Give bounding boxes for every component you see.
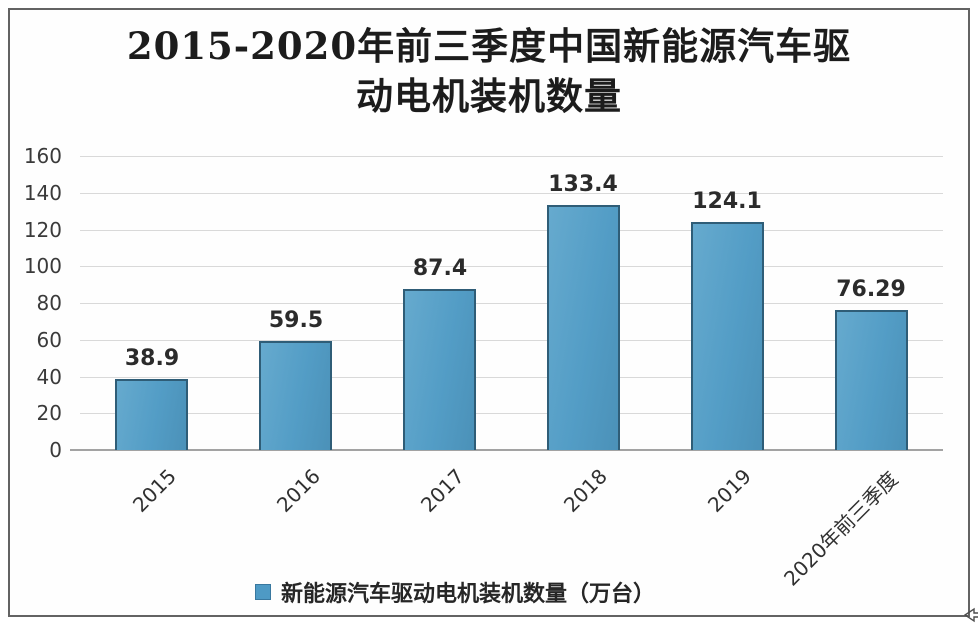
bar-value-label: 124.1 [692, 189, 762, 214]
y-tick-label: 20 [36, 401, 62, 426]
bar-value-label: 76.29 [836, 277, 906, 302]
legend-swatch-icon [254, 584, 271, 600]
x-axis-line [70, 449, 943, 451]
bar-value-label: 59.5 [268, 308, 324, 333]
y-tick-label: 120 [23, 217, 62, 242]
bar-value-label: 133.4 [548, 172, 618, 197]
y-tick-label: 40 [36, 364, 62, 389]
bar-2020年前三季度 [835, 310, 908, 450]
gridline [80, 413, 943, 415]
gridline [80, 266, 943, 268]
bar-value-label: 38.9 [124, 346, 180, 371]
bar-2016 [259, 341, 332, 450]
y-tick-label: 80 [36, 291, 62, 315]
y-tick-label: 160 [23, 144, 62, 168]
chart-frame-border [8, 8, 970, 617]
bar-2019 [691, 222, 764, 450]
bar-value-label: 87.4 [412, 256, 468, 281]
y-tick-label: 0 [49, 438, 62, 462]
chart-title-line-2: 动电机装机数量 [356, 73, 622, 118]
y-tick-label: 140 [23, 180, 62, 205]
y-tick-label: 60 [36, 327, 62, 352]
gridline [80, 229, 943, 231]
plot-area: 38.9 59.5 87.4 133.4 124.1 76.29 [70, 156, 943, 451]
gridline [80, 339, 943, 341]
bar-2018 [547, 205, 620, 450]
legend-label: 新能源汽车驱动电机装机数量（万台） [280, 582, 655, 607]
gridline [80, 192, 943, 194]
y-tick-label: 100 [23, 254, 62, 279]
chart-title: 2015-2020年前三季度中国新能源汽车驱 动电机装机数量 [40, 22, 938, 122]
chart-legend: 新能源汽车驱动电机装机数量（万台） [0, 576, 910, 608]
bar-2017 [403, 289, 476, 450]
gridline [80, 303, 943, 304]
gridline [80, 376, 943, 378]
chart-title-line-1: 2015-2020年前三季度中国新能源汽车驱 [126, 24, 852, 68]
gridline [80, 156, 943, 157]
resize-cursor-icon [963, 604, 978, 626]
bar-2015 [115, 379, 188, 450]
